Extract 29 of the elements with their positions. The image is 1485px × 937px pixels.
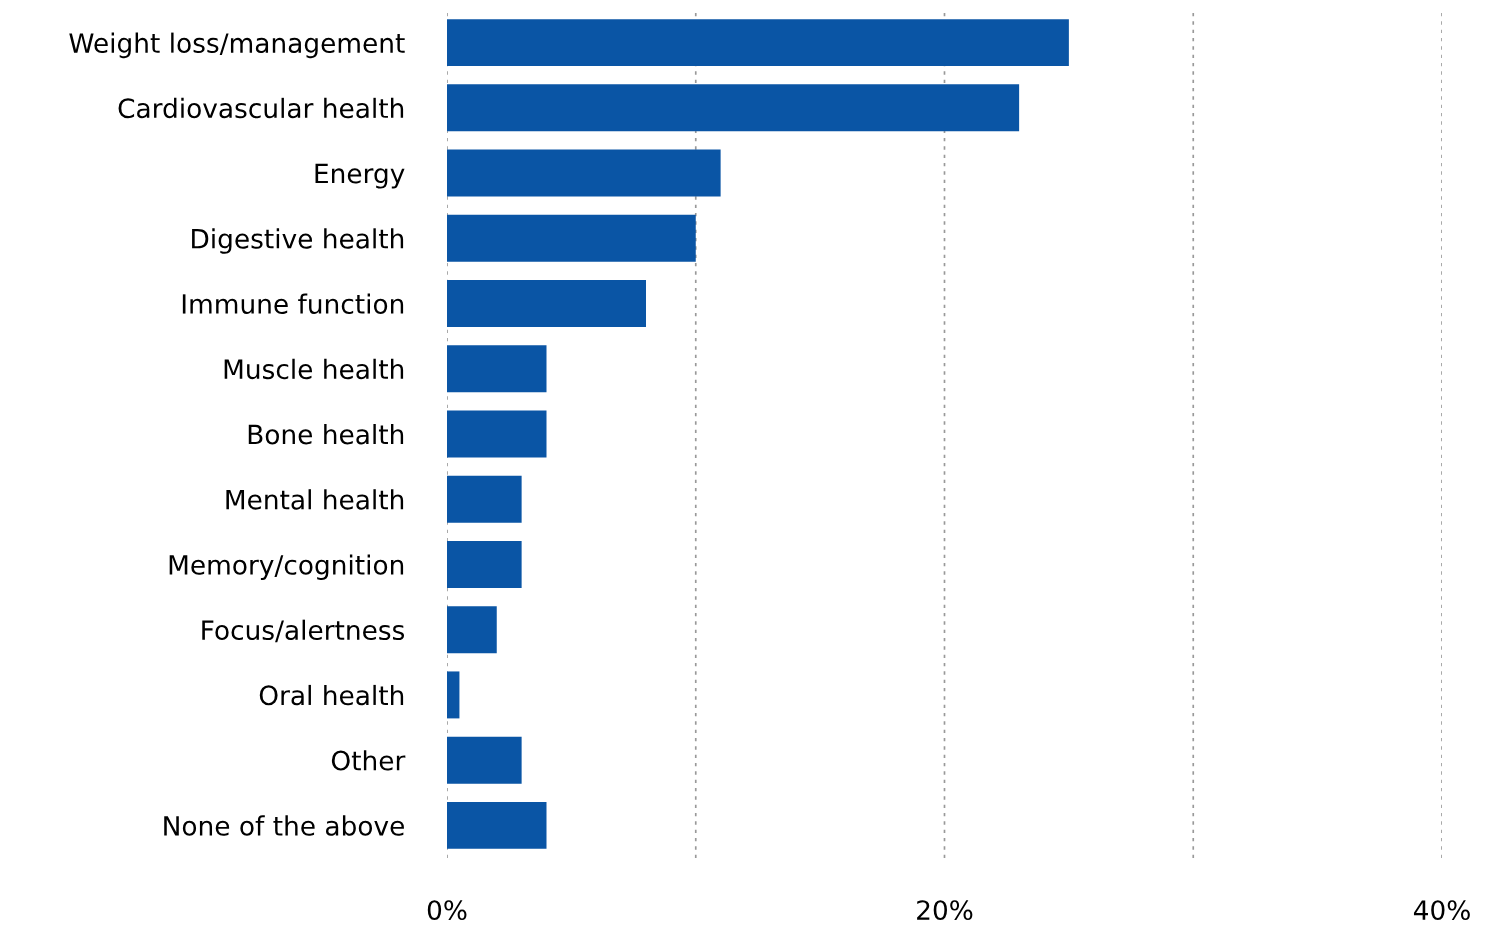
bar — [447, 19, 1069, 67]
y-tick-label: Weight loss/management — [69, 32, 405, 59]
y-tick-label: Muscle health — [224, 358, 404, 380]
bar — [447, 475, 522, 523]
bar — [447, 801, 547, 849]
y-tick-label: Cardiovascular health — [118, 97, 404, 119]
y-tick-label: Focus/alertness — [202, 619, 405, 643]
bar — [447, 606, 497, 654]
x-tick-label: 0% — [427, 900, 467, 921]
bar — [447, 540, 522, 588]
y-tick-label: Energy — [315, 163, 405, 189]
y-tick-label: Bone health — [248, 423, 404, 445]
bar — [447, 671, 460, 719]
y-tick-label: Immune function — [182, 293, 404, 314]
bar — [447, 736, 522, 784]
bar — [447, 410, 547, 458]
bar — [447, 149, 721, 197]
bar — [447, 280, 646, 328]
y-tick-label: None of the above — [164, 815, 404, 836]
bar — [447, 214, 696, 262]
x-tick-label: 20% — [917, 900, 973, 921]
y-tick-label: Digestive health — [192, 228, 404, 254]
x-tick-label: 40% — [1413, 900, 1470, 921]
y-tick-label: Mental health — [226, 489, 404, 510]
y-tick-label: Other — [331, 750, 406, 771]
y-tick-label: Oral health — [259, 684, 404, 706]
bar — [447, 345, 547, 393]
y-tick-label: Memory/cognition — [169, 554, 404, 580]
bar — [447, 84, 1020, 132]
